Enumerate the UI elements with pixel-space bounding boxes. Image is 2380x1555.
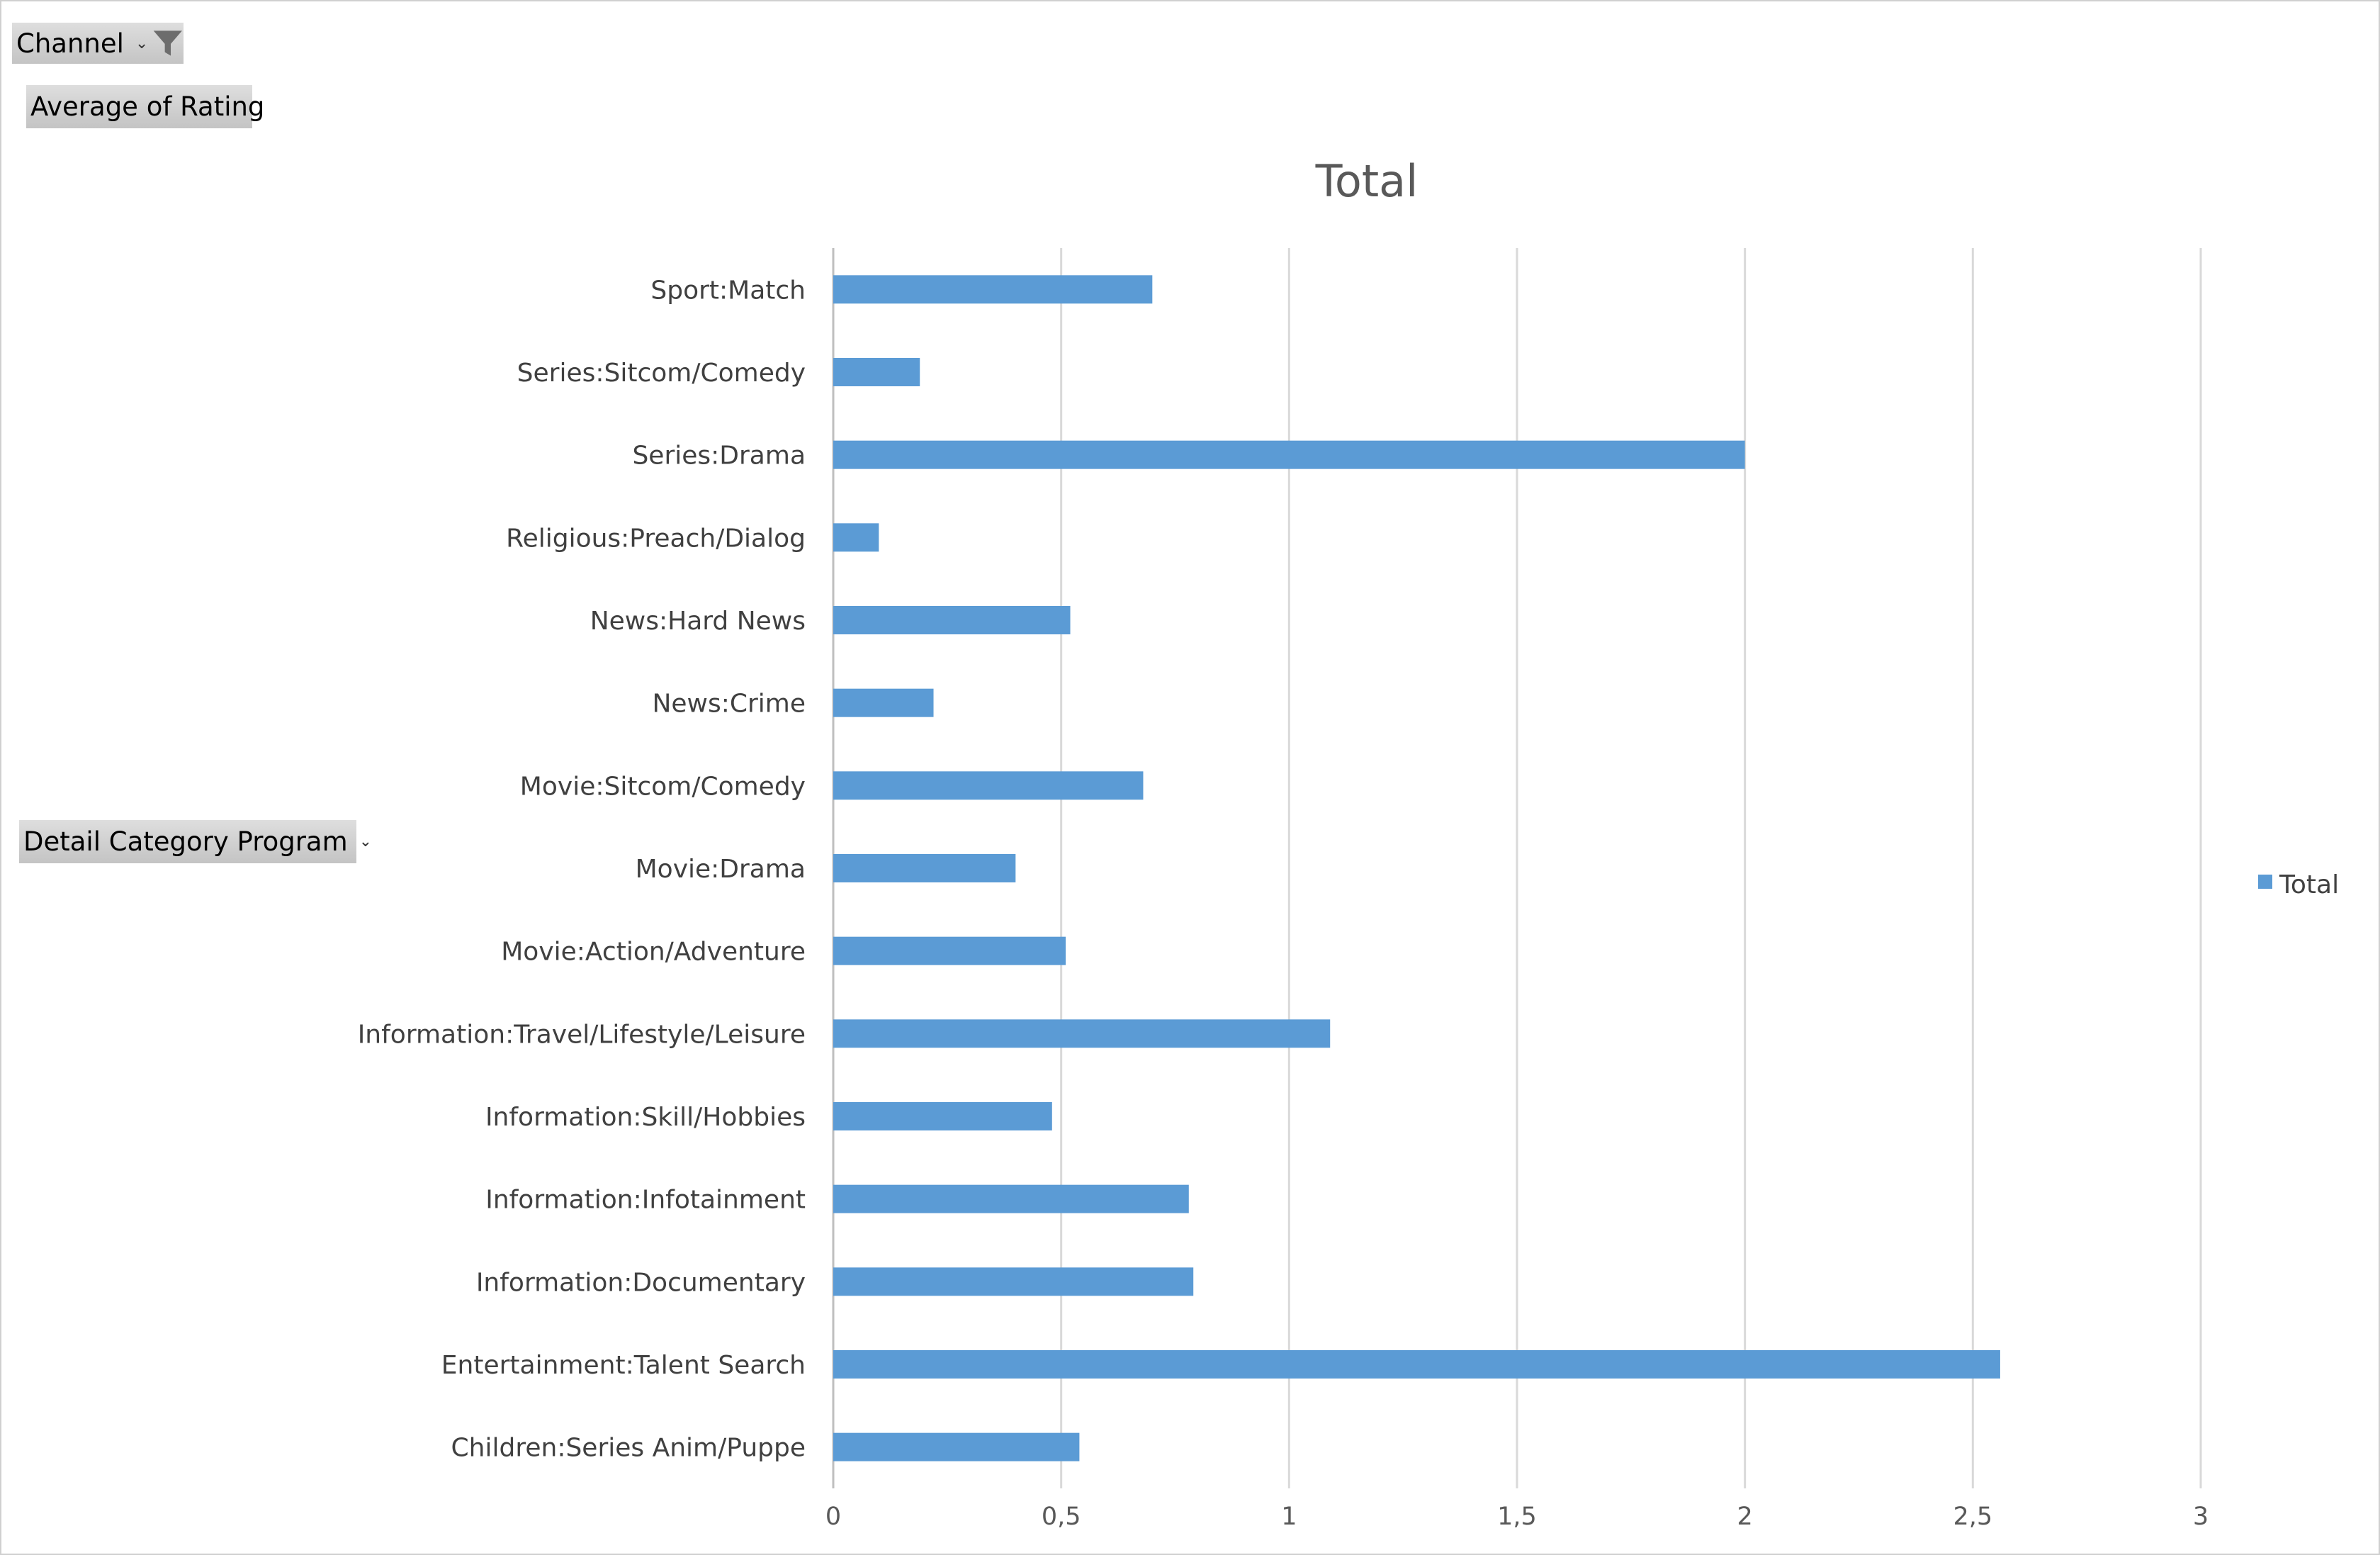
bar bbox=[833, 606, 1071, 634]
bar bbox=[833, 1102, 1052, 1130]
category-label: Information:Infotainment bbox=[485, 1186, 806, 1215]
bar bbox=[833, 1267, 1194, 1296]
category-label: Information:Documentary bbox=[476, 1268, 806, 1297]
x-tick-label: 0 bbox=[825, 1503, 841, 1531]
average-of-rating-button[interactable]: Average of Rating bbox=[26, 85, 264, 128]
bar bbox=[833, 358, 920, 386]
bar bbox=[833, 440, 1745, 469]
legend-swatch bbox=[2258, 875, 2272, 889]
bar bbox=[833, 688, 934, 717]
category-label: News:Crime bbox=[652, 690, 806, 719]
bar bbox=[833, 854, 1016, 882]
category-label: News:Hard News bbox=[590, 607, 806, 636]
bar bbox=[833, 1432, 1080, 1461]
values-field-label: Average of Rating bbox=[30, 91, 265, 122]
x-tick-label: 1 bbox=[1281, 1503, 1297, 1531]
gridlines bbox=[832, 248, 2202, 1488]
channel-filter-button[interactable]: Channel ⌄ bbox=[12, 23, 184, 64]
bar bbox=[833, 1350, 2000, 1379]
bars bbox=[833, 275, 2000, 1461]
bar bbox=[833, 523, 879, 552]
x-tick-label: 2 bbox=[1737, 1503, 1753, 1531]
filter-field-label: Channel bbox=[16, 28, 124, 59]
chart-title: Total bbox=[1315, 155, 1419, 207]
category-label: Movie:Action/Adventure bbox=[501, 938, 806, 967]
funnel-filter-icon bbox=[152, 27, 184, 60]
category-label: Religious:Preach/Dialog bbox=[506, 524, 806, 553]
category-label: Series:Drama bbox=[632, 442, 806, 471]
detail-category-program-button[interactable]: Detail Category Program ⌄ bbox=[19, 820, 372, 863]
bar bbox=[833, 1184, 1189, 1213]
category-labels: Sport:Match Series:Sitcom/Comedy Series:Dr… bbox=[358, 276, 806, 1462]
category-label: Sport:Match bbox=[650, 276, 806, 305]
bar bbox=[833, 275, 1153, 304]
bar bbox=[833, 936, 1066, 965]
x-tick-label: 0,5 bbox=[1042, 1503, 1081, 1531]
bar bbox=[833, 771, 1144, 800]
x-tick-labels: 0 0,5 1 1,5 2 2,5 3 bbox=[825, 1503, 2209, 1531]
category-label: Entertainment:Talent Search bbox=[441, 1351, 806, 1380]
category-label: Movie:Sitcom/Comedy bbox=[520, 772, 806, 801]
category-label: Information:Skill/Hobbies bbox=[485, 1103, 806, 1132]
bar bbox=[833, 1019, 1331, 1048]
rows-field-label: Detail Category Program bbox=[23, 826, 348, 857]
x-tick-label: 3 bbox=[2193, 1503, 2209, 1531]
category-label: Series:Sitcom/Comedy bbox=[517, 359, 806, 388]
chevron-down-icon: ⌄ bbox=[359, 833, 373, 851]
category-label: Information:Travel/Lifestyle/Leisure bbox=[358, 1020, 806, 1049]
legend: Total bbox=[2258, 870, 2339, 899]
x-tick-label: 1,5 bbox=[1497, 1503, 1537, 1531]
category-label: Movie:Drama bbox=[636, 855, 806, 884]
chevron-down-icon: ⌄ bbox=[135, 34, 149, 52]
legend-label: Total bbox=[2279, 870, 2339, 899]
category-label: Children:Series Anim/Puppe bbox=[451, 1434, 806, 1463]
x-tick-label: 2,5 bbox=[1953, 1503, 1992, 1531]
